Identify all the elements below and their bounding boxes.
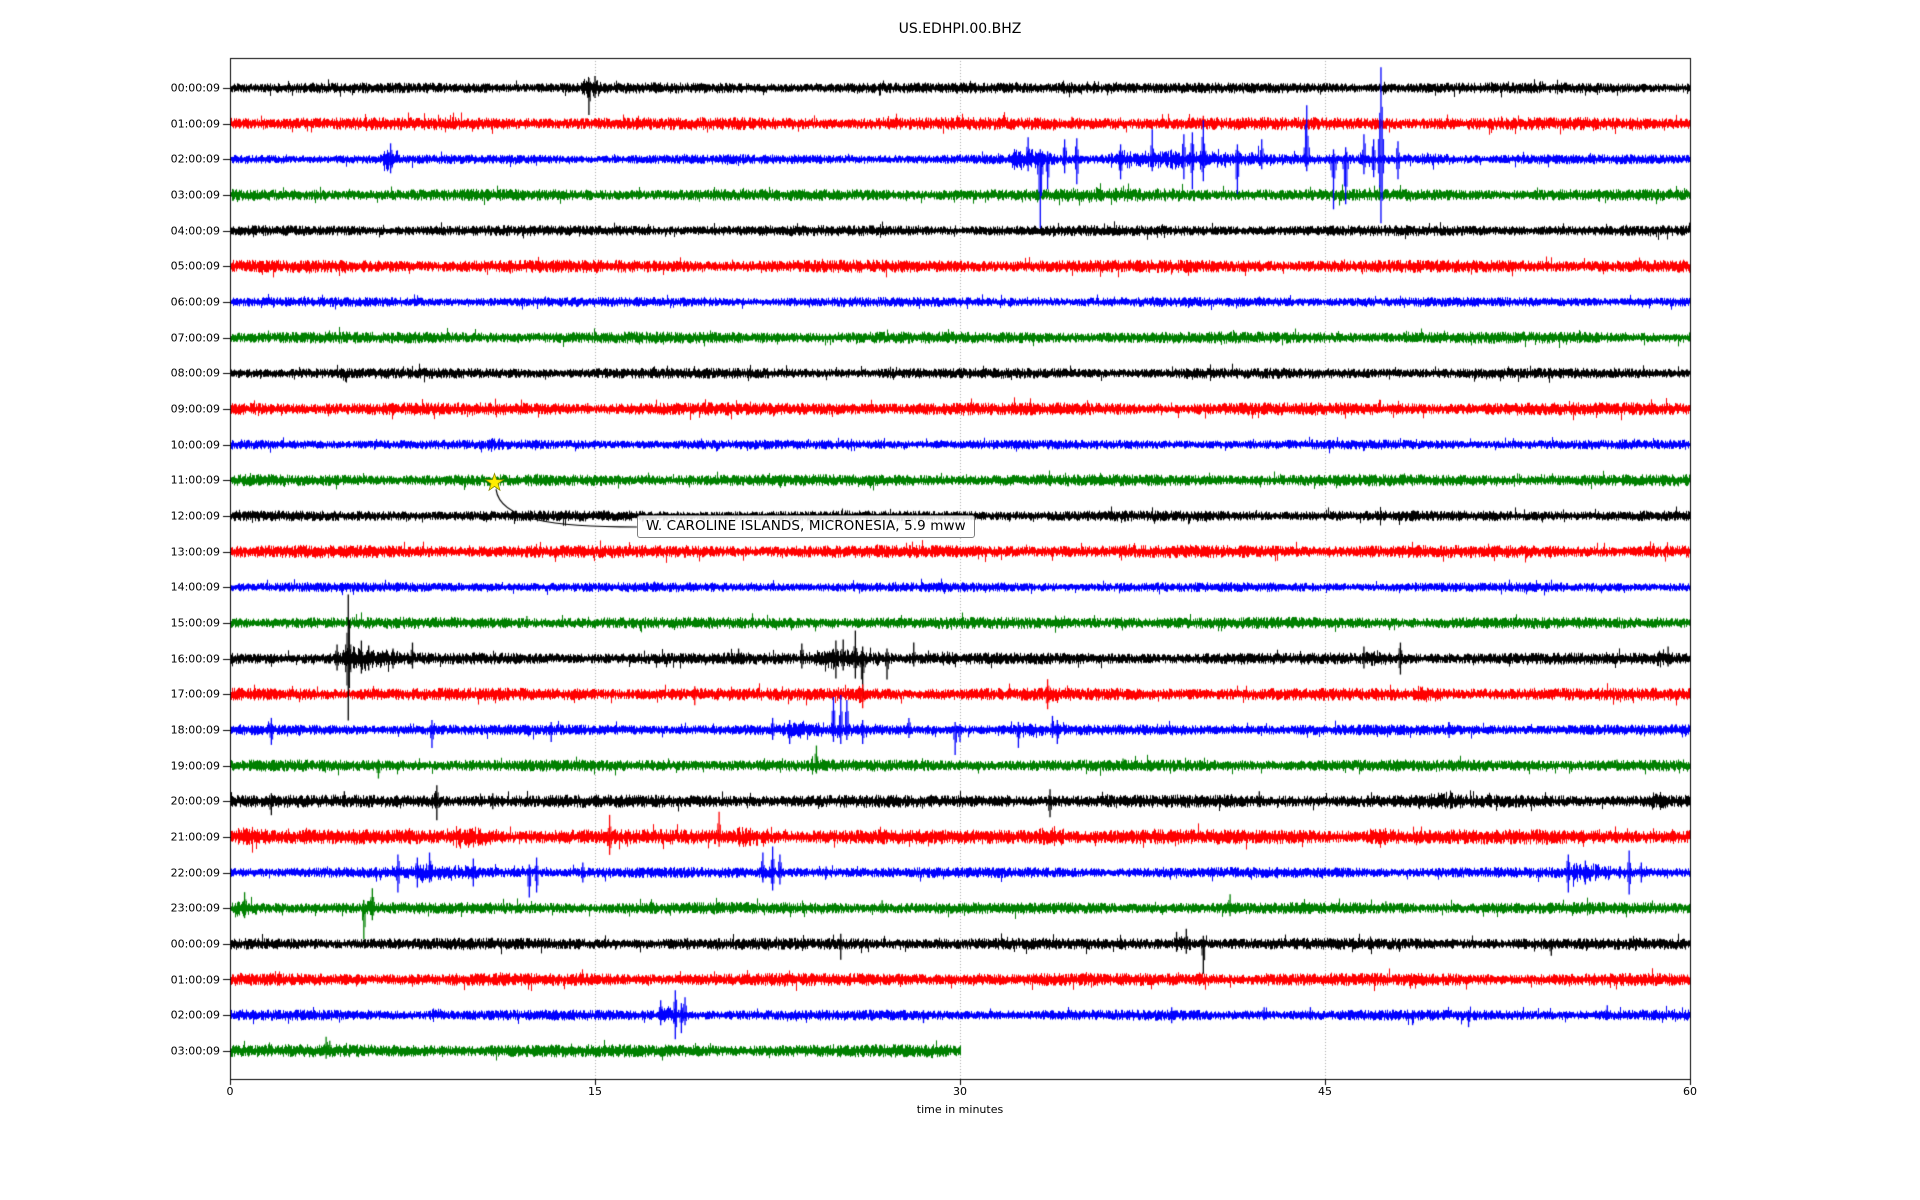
row-label: 17:00:09 <box>170 687 220 701</box>
row-label: 12:00:09 <box>170 509 220 523</box>
row-label: 02:00:09 <box>170 1008 220 1022</box>
row-label: 01:00:09 <box>170 117 220 131</box>
row-label: 01:00:09 <box>170 973 220 986</box>
row-label: 15:00:09 <box>170 616 220 630</box>
event-star-icon <box>483 472 505 493</box>
row-label: 04:00:09 <box>170 224 220 238</box>
row-label: 20:00:09 <box>170 794 220 808</box>
chart-title: US.EDHPI.00.BHZ <box>898 21 1022 37</box>
row-label: 23:00:09 <box>170 901 220 915</box>
row-label: 03:00:09 <box>170 188 220 202</box>
row-label: 13:00:09 <box>170 545 220 559</box>
x-tick-label: 30 <box>953 1085 967 1098</box>
row-label: 21:00:09 <box>170 830 220 844</box>
row-label: 14:00:09 <box>170 580 220 594</box>
row-label: 09:00:09 <box>170 402 220 416</box>
row-label: 00:00:09 <box>170 937 220 951</box>
x-tick-label: 45 <box>1318 1085 1332 1098</box>
row-label: 19:00:09 <box>170 759 220 773</box>
x-tick-label: 15 <box>588 1085 602 1098</box>
row-label: 05:00:09 <box>170 259 220 273</box>
row-label: 06:00:09 <box>170 295 220 309</box>
x-axis-label: time in minutes <box>916 1103 1004 1116</box>
row-label: 18:00:09 <box>170 723 220 737</box>
row-label: 00:00:09 <box>170 81 220 95</box>
row-label: 22:00:09 <box>170 866 220 880</box>
row-label: 10:00:09 <box>170 438 220 452</box>
row-label: 11:00:09 <box>170 473 220 487</box>
row-label: 03:00:09 <box>170 1044 220 1058</box>
row-label: 02:00:09 <box>170 152 220 166</box>
event-annotation-box: W. CAROLINE ISLANDS, MICRONESIA, 5.9 mww <box>637 515 975 538</box>
x-tick-label: 0 <box>226 1085 234 1098</box>
row-label: 07:00:09 <box>170 331 220 345</box>
x-tick-label: 60 <box>1683 1085 1697 1098</box>
row-label: 16:00:09 <box>170 652 220 666</box>
row-label: 08:00:09 <box>170 366 220 380</box>
